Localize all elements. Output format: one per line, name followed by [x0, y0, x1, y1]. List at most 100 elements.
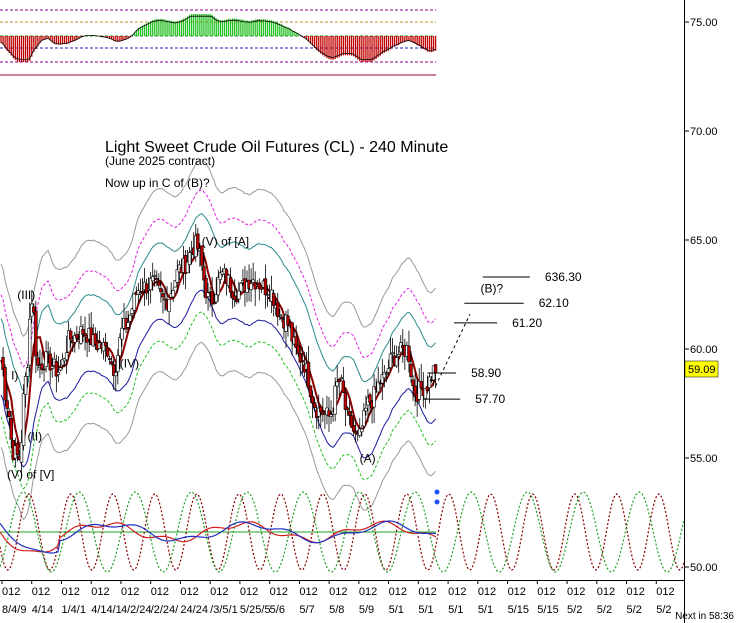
- candle: [25, 363, 30, 388]
- candle: [235, 288, 239, 305]
- candle: [167, 299, 171, 325]
- x-time-label: 012: [567, 586, 585, 598]
- candle: [27, 302, 32, 372]
- candle: [5, 385, 9, 419]
- candle: [259, 284, 264, 293]
- wave-labels: (V) of [A] (III) (IV) I) (II) (V) of [V] (A) (B…: [7, 234, 504, 481]
- candle: [271, 289, 276, 317]
- candle: [351, 416, 356, 436]
- candle: [388, 337, 393, 370]
- candle: [124, 310, 128, 334]
- candle: [185, 249, 190, 273]
- y-tick-label: 70.00: [690, 126, 718, 138]
- candle: [83, 316, 87, 351]
- candle: [46, 341, 50, 363]
- candle: [294, 325, 298, 356]
- x-date-label: 4/2/24: [121, 604, 152, 616]
- candle: [345, 406, 350, 416]
- candle: [310, 390, 315, 419]
- x-time-label: 012: [2, 586, 20, 598]
- chart-subtitle: (June 2025 contract): [105, 154, 215, 168]
- x-time-label: 012: [359, 586, 377, 598]
- candle: [1, 346, 5, 377]
- candle: [101, 337, 106, 360]
- x-time-label: 012: [537, 586, 555, 598]
- candle: [79, 315, 83, 345]
- candle: [335, 365, 339, 399]
- candle: [353, 419, 358, 443]
- candle: [306, 345, 311, 391]
- x-date-label: 5/1: [448, 604, 463, 616]
- candle: [372, 373, 376, 423]
- candle: [280, 314, 284, 323]
- candle: [64, 335, 69, 374]
- candle: [394, 345, 399, 368]
- candle: [396, 345, 401, 373]
- x-date-label: /2/24/: [151, 604, 179, 616]
- candle: [325, 395, 329, 425]
- y-tick-label: 60.00: [690, 344, 718, 356]
- candle: [237, 281, 241, 304]
- candle: [317, 394, 321, 430]
- top-oscillator-panel: [0, 9, 437, 76]
- candle: [120, 317, 124, 347]
- candle: [327, 397, 331, 433]
- target-levels: 636.30 62.10 61.20 58.90 57.70: [423, 270, 582, 406]
- x-date-label: 8/4/9: [2, 604, 26, 616]
- candle: [73, 331, 77, 353]
- x-time-label: 012: [151, 586, 169, 598]
- x-date-label: 5/1: [389, 604, 404, 616]
- oscillator-line: [0, 15, 436, 60]
- candle: [75, 325, 79, 340]
- candle: [9, 411, 13, 449]
- candle: [19, 429, 24, 478]
- candle: [173, 280, 177, 288]
- candle: [60, 353, 65, 370]
- candle: [32, 303, 36, 315]
- wave-label: (V) of [A]: [202, 234, 249, 248]
- candle: [425, 375, 430, 394]
- x-time-label: 012: [91, 586, 109, 598]
- candle: [349, 410, 354, 428]
- last-price-label: 59.09: [688, 364, 716, 376]
- x-date-label: /3/5/1: [210, 604, 238, 616]
- candle: [278, 308, 282, 321]
- candle: [265, 285, 270, 307]
- target-level-label: 61.20: [512, 316, 542, 330]
- candle: [21, 384, 26, 451]
- candle: [44, 340, 48, 373]
- candle: [23, 372, 28, 408]
- candle: [329, 400, 333, 425]
- candle: [296, 342, 300, 357]
- candle: [247, 264, 251, 302]
- candle: [429, 375, 434, 383]
- target-level: 62.10: [464, 296, 569, 310]
- candle: [210, 277, 214, 317]
- x-date-label: 5/15: [537, 604, 558, 616]
- candle: [417, 367, 421, 404]
- candle: [362, 403, 366, 430]
- x-axis-ticks: 012 8/4/9 012 4/14 012 1/4/1 012 4/14/1 012 4/2/2…: [1, 580, 675, 616]
- y-tick-label: 55.00: [690, 453, 718, 465]
- candlestick-series: [1, 224, 471, 478]
- y-tick-label: 75.00: [690, 17, 718, 29]
- cycle-wave-fast: [0, 493, 685, 571]
- candle: [3, 364, 7, 407]
- candle: [130, 307, 134, 321]
- y-axis-ticks: 75.00 70.00 65.00 60.00 55.00 50.00: [684, 17, 718, 574]
- target-level-label: 62.10: [539, 296, 569, 310]
- target-level: 57.70: [423, 392, 506, 406]
- candle: [56, 356, 61, 383]
- candle: [212, 292, 216, 305]
- x-date-label: 5/2: [656, 604, 671, 616]
- x-date-label: 5/6: [270, 604, 285, 616]
- x-date-label: 1/4/1: [61, 604, 85, 616]
- x-time-label: 012: [478, 586, 496, 598]
- candle: [216, 269, 220, 302]
- candle: [253, 271, 257, 307]
- candle: [128, 313, 132, 330]
- wave-label: I): [11, 369, 18, 383]
- candle: [308, 385, 313, 403]
- cycle-dot: [434, 499, 440, 505]
